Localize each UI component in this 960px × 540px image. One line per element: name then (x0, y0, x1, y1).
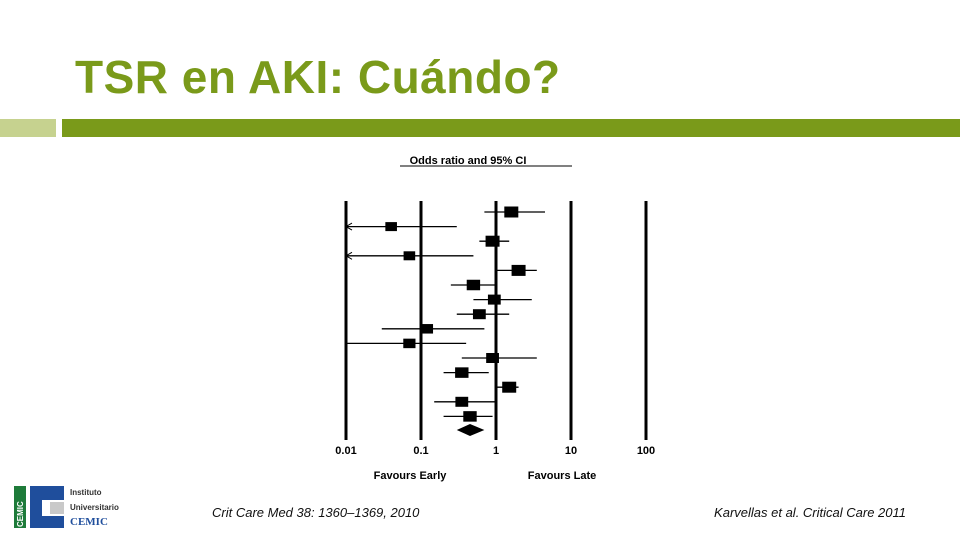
logo-line1: Instituto (70, 488, 102, 497)
favours-early-label: Favours Early (374, 470, 448, 482)
study-marker-12 (502, 381, 517, 393)
study-marker-3 (403, 251, 416, 261)
study-marker-5 (466, 279, 481, 291)
study-marker-10 (486, 353, 499, 363)
cemic-logo: CEMIC Instituto Universitario CEMIC (14, 486, 119, 528)
study-marker-2 (485, 235, 500, 247)
study-marker-1 (385, 222, 397, 232)
logo-line3: CEMIC (70, 516, 108, 528)
title-underline-left (0, 119, 56, 137)
citation-right: Karvellas et al. Critical Care 2011 (714, 505, 906, 520)
tick-label-1: 0.1 (413, 445, 428, 457)
tick-label-2: 1 (493, 445, 499, 457)
pooled-diamond (456, 424, 485, 436)
citation-left: Crit Care Med 38: 1360–1369, 2010 (212, 505, 420, 520)
logo-line2: Universitario (70, 503, 119, 512)
forest-plot: Odds ratio and 95% CI 0.01 0.1 1 10 100 Favo… (335, 155, 655, 482)
logo-side-block (14, 486, 26, 528)
logo-side-text: CEMIC (16, 501, 25, 527)
tick-label-3: 10 (565, 445, 577, 457)
page-title: TSR en AKI: Cuándo? (75, 51, 561, 103)
study-marker-4 (511, 264, 526, 276)
study-marker-8 (420, 324, 434, 334)
tick-label-0: 0.01 (335, 445, 356, 457)
chart-title: Odds ratio and 95% CI (410, 155, 527, 167)
ci-arrow-3 (345, 251, 353, 260)
logo-mark-notch (50, 502, 64, 514)
logo-mark-left (30, 500, 42, 528)
study-marker-13 (455, 396, 469, 407)
logo-mark-top (30, 486, 64, 500)
study-marker-9 (403, 338, 416, 349)
study-marker-14 (463, 411, 477, 422)
study-marker-11 (455, 367, 469, 378)
favours-late-label: Favours Late (528, 470, 596, 482)
tick-label-4: 100 (637, 445, 655, 457)
title-underline-right (62, 119, 960, 137)
study-marker-7 (472, 309, 486, 320)
study-marker-0 (504, 206, 519, 218)
study-marker-6 (487, 294, 501, 305)
ci-arrow-1 (345, 222, 353, 231)
logo-mark-bottom (42, 516, 64, 528)
